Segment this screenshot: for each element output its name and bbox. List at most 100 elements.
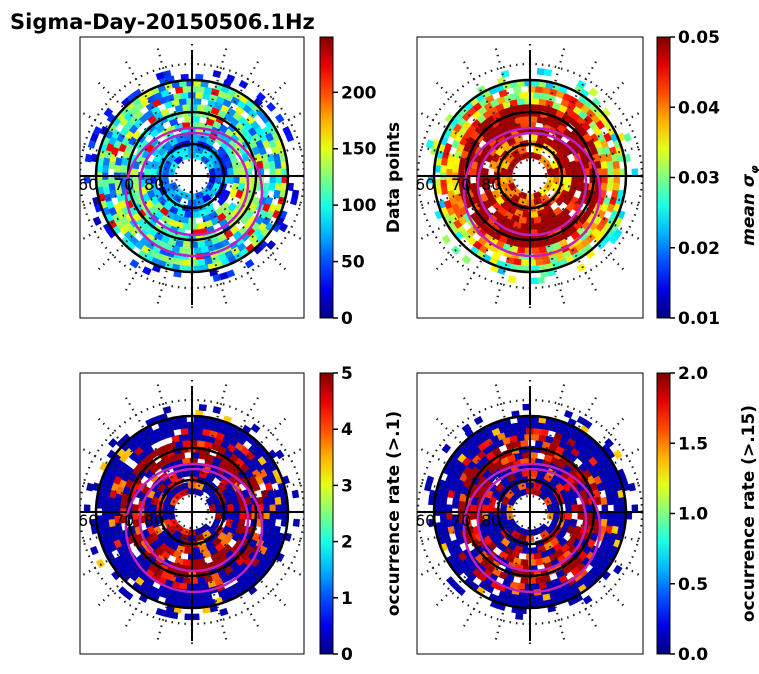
heatmap-cell (107, 438, 118, 448)
heatmap-cell (425, 475, 435, 485)
heatmap-cell (582, 419, 593, 429)
colorbar-tick-label: 0.0 (678, 645, 708, 665)
heatmap-cell (193, 97, 202, 105)
colorbar-tick-label: 100 (341, 196, 377, 216)
heatmap-cell (565, 511, 573, 521)
heatmap-cell (191, 211, 201, 219)
heatmap-cell (119, 164, 128, 173)
heatmap-cell (533, 91, 542, 99)
colorbar-label: occurrence rate (>.1) (384, 411, 404, 616)
heatmap-cell (582, 595, 593, 605)
oval-boundary-poleward (138, 467, 250, 573)
heatmap-cell (520, 595, 529, 603)
heatmap-cell (182, 421, 191, 429)
colorbar-label-text: mean (739, 187, 759, 246)
colorbar-tick-label: 0 (341, 645, 353, 665)
heatmap-cell (531, 247, 540, 255)
oval-boundary-poleward (476, 131, 588, 237)
colorbar-tick-label: 0.05 (678, 28, 720, 48)
heatmap-cell (439, 515, 447, 524)
heatmap-cell (441, 234, 452, 245)
oval-boundary-poleward (476, 467, 588, 573)
colorbar-tick-label: 150 (341, 140, 377, 160)
heatmap-cell (212, 406, 222, 415)
heatmap-cell (519, 558, 529, 567)
heatmap-cell (183, 211, 193, 219)
heatmap-cell (184, 613, 193, 621)
heatmap-cell (451, 164, 460, 173)
heatmap-cell (529, 133, 539, 141)
heatmap-cell (521, 469, 531, 477)
heatmap-cell (275, 168, 283, 177)
heatmap-cell (451, 500, 460, 509)
lat-label: 80 (481, 175, 501, 194)
heatmap-cell (278, 222, 289, 233)
heatmap-cell (285, 132, 295, 143)
lat-label: 60 (415, 175, 435, 194)
heatmap-cell (576, 262, 587, 273)
heatmap-cell (227, 167, 235, 177)
colorbar (656, 36, 671, 319)
heatmap-cell (441, 443, 452, 454)
heatmap-cell (601, 511, 609, 520)
heatmap-cell (601, 175, 609, 184)
colorbar-label-sigma: σ (739, 173, 759, 187)
colorbar-tick-label: 0 (341, 309, 353, 329)
colorbar-tick-label: 0.5 (678, 575, 708, 595)
panel-2: 60 70 80 0.01 0.02 0.03 0.04 0.05 mean σφ (415, 28, 759, 329)
colorbar-tick-label: 4 (341, 420, 353, 440)
heatmap-cell (533, 427, 542, 435)
heatmap-cell (198, 404, 207, 412)
heatmap-cell (613, 511, 621, 520)
heatmap-cell (555, 195, 566, 206)
heatmap-cell (292, 518, 300, 527)
heatmap-cell (191, 451, 201, 459)
heatmap-cell (520, 241, 529, 249)
heatmap-cell (627, 482, 636, 492)
colorbar-label: occurrence rate (>.15) (739, 405, 759, 622)
colorbar-tick-label: 0.02 (678, 239, 720, 259)
heatmap-cell (113, 500, 122, 509)
heatmap-cell (536, 276, 545, 284)
heatmap-cell (534, 558, 544, 566)
heatmap-cell (274, 496, 282, 506)
colorbar-tick-label: 2.0 (678, 364, 708, 384)
lat-label: 70 (114, 175, 134, 194)
heatmap-cell (631, 504, 639, 513)
figure-title: Sigma-Day-20150506.1Hz (10, 10, 315, 34)
heatmap-cell (529, 451, 539, 459)
heatmap-cell (182, 259, 191, 267)
heatmap-cell (571, 503, 579, 513)
heatmap-cell (520, 421, 529, 429)
colorbar-tick-label: 1.5 (678, 434, 708, 454)
heatmap-cell (269, 175, 277, 184)
heatmap-cell (631, 168, 639, 177)
heatmap-cell (89, 545, 99, 556)
heatmap-cell (529, 115, 539, 123)
heatmap-cell (521, 115, 531, 123)
heatmap-cell (577, 511, 585, 521)
heatmap-cell (227, 511, 235, 521)
heatmap-cell (604, 438, 615, 448)
colorbar (656, 372, 671, 655)
heatmap-cell (197, 103, 206, 112)
colorbar-tick-label: 2 (341, 533, 353, 553)
heatmap-cell (612, 160, 620, 170)
heatmap-cell (613, 504, 621, 513)
heatmap-cell (238, 79, 249, 90)
heatmap-cell (576, 79, 587, 90)
heatmap-cell (101, 500, 109, 509)
heatmap-cell (612, 496, 620, 506)
heatmap-cell (274, 160, 282, 170)
heatmap-cell (571, 175, 579, 185)
heatmap-cell (608, 234, 619, 245)
colorbar-label-text: occurrence rate (>.1) (384, 411, 404, 616)
colorbar-label: Data points (384, 122, 404, 233)
heatmap-cell (291, 189, 300, 199)
heatmap-cell (228, 189, 238, 200)
heatmap-cell (612, 518, 620, 528)
plot-frame (416, 36, 644, 319)
heatmap-cell (457, 164, 466, 173)
colorbar (319, 36, 334, 319)
heatmap-cell (178, 582, 188, 591)
